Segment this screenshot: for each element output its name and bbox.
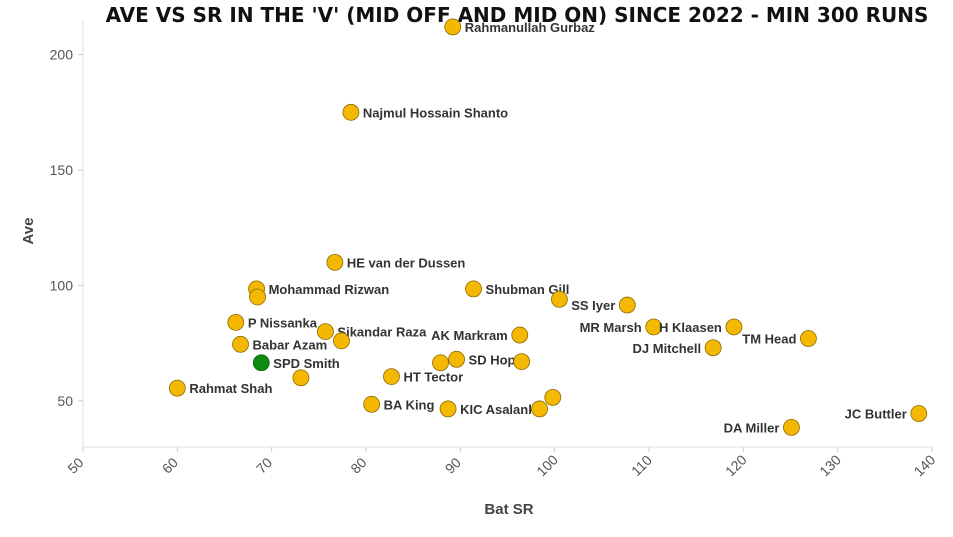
point-label: DJ Mitchell	[633, 341, 702, 356]
data-point	[618, 296, 636, 314]
point-label: DA Miller	[724, 420, 780, 435]
point-label: JC Buttler	[845, 407, 907, 422]
data-point	[252, 354, 270, 372]
data-point	[363, 395, 381, 413]
x-tick-label: 140	[911, 451, 939, 479]
data-point	[317, 323, 334, 340]
x-tick-label: 100	[533, 451, 561, 479]
data-point	[432, 354, 449, 372]
point-label: HE van der Dussen	[347, 255, 466, 270]
point-label: P Nissanka	[248, 315, 318, 330]
point-label: SPD Smith	[273, 356, 340, 371]
point-label: BA King	[384, 397, 435, 412]
point-label: SD Hope	[469, 352, 523, 367]
data-point	[550, 290, 568, 308]
data-point	[783, 418, 800, 436]
point-label: SS Iyer	[571, 298, 615, 313]
x-tick-label: 120	[722, 451, 750, 479]
point-label: Babar Azam	[253, 337, 328, 352]
x-tick-label: 130	[816, 451, 844, 479]
point-label: Mohammad Rizwan	[269, 282, 390, 297]
chart-title: AVE VS SR IN THE 'V' (MID OFF AND MID ON…	[106, 3, 929, 27]
y-axis-label: Ave	[20, 218, 37, 245]
data-point	[333, 332, 350, 350]
point-label: TM Head	[742, 332, 796, 347]
point-label: Rahmat Shah	[189, 381, 272, 396]
data-point	[800, 330, 817, 347]
y-tick-label: 150	[50, 162, 74, 178]
data-point	[232, 335, 249, 353]
data-point	[227, 313, 245, 331]
point-label: MR Marsh	[580, 320, 642, 335]
x-tick-label: 70	[253, 454, 275, 476]
data-point	[448, 350, 465, 368]
x-axis-label: Bat SR	[484, 501, 533, 518]
data-point	[444, 18, 462, 36]
y-tick-label: 200	[50, 47, 74, 63]
point-label: Najmul Hossain Shanto	[363, 105, 508, 120]
point-label: Shubman Gill	[486, 282, 570, 297]
data-point	[342, 103, 360, 121]
data-point	[544, 388, 562, 406]
x-tick-label: 110	[628, 452, 655, 479]
data-point	[439, 400, 457, 418]
data-point	[511, 326, 529, 344]
point-label: H Klaasen	[659, 320, 722, 335]
x-tick-label: 90	[442, 454, 464, 476]
point-label: AK Markram	[431, 328, 508, 343]
data-point	[292, 369, 310, 387]
data-point	[465, 280, 482, 298]
data-point	[645, 318, 663, 336]
data-point	[513, 353, 531, 371]
point-label: Sikandar Raza	[337, 325, 427, 340]
x-tick-label: 60	[159, 454, 181, 476]
point-label: KIC Asalanka	[460, 402, 543, 417]
y-tick-label: 100	[50, 277, 74, 293]
data-point	[725, 318, 743, 336]
data-point	[326, 253, 344, 271]
data-point	[383, 368, 400, 386]
data-point	[531, 400, 548, 418]
x-tick-label: 80	[347, 454, 369, 476]
data-point	[168, 379, 186, 397]
data-point	[704, 339, 722, 357]
data-points: Rahmanullah Gurbaz Najmul Hossain Shanto H…	[168, 18, 928, 436]
data-point	[249, 288, 266, 306]
x-tick-label: 50	[64, 454, 86, 476]
y-tick-label: 50	[57, 393, 73, 409]
data-point	[910, 405, 928, 422]
point-label: HT Tector	[403, 370, 463, 385]
point-label: Rahmanullah Gurbaz	[465, 20, 596, 35]
